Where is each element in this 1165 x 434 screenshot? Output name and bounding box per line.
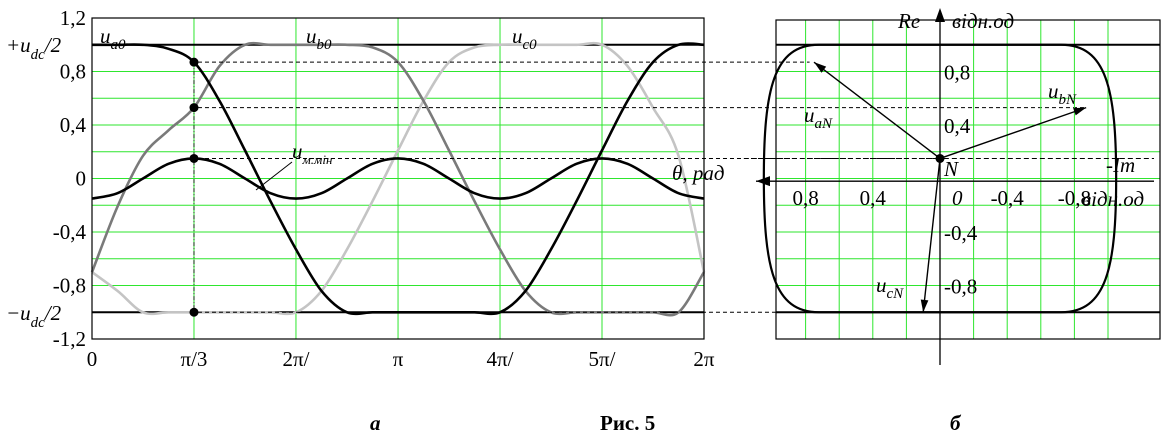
series-label-uc0: uc0	[512, 24, 537, 53]
im-axis-label: -Im	[1106, 153, 1135, 177]
re-tick-label: 0,8	[944, 61, 970, 85]
x-tick-label: 5π/	[589, 347, 616, 371]
im-tick-label: -0,4	[991, 186, 1025, 210]
figure-caption: Рис. 5	[600, 411, 655, 434]
vector-arrow-cN	[921, 299, 929, 312]
panel-b-chart: 0,8 0,4 -0,4 -0,80,80,4-0,4-0,8 Re відн.од …	[672, 8, 1160, 434]
y-tick-label: 0,8	[60, 60, 86, 84]
vector-arrow-bN	[1073, 108, 1086, 116]
plus-udc-label: +udc/2	[6, 33, 62, 63]
im-axis-unit: відн.од	[1082, 187, 1144, 211]
series-label-umin-leader	[256, 162, 292, 190]
re-axis-label: Re	[897, 9, 920, 33]
y-tick-label: 0,4	[60, 113, 87, 137]
y-tick-label: 0	[76, 167, 87, 191]
panel-b-label: б	[950, 411, 962, 434]
x-tick-label: 2π/	[282, 347, 309, 371]
vector-label-ubN: ubN	[1048, 79, 1077, 108]
re-tick-label: 0,4	[944, 114, 971, 138]
series-label-ub0: ub0	[306, 24, 332, 53]
marker-dot	[189, 58, 198, 67]
series-label-ua0: ua0	[100, 24, 126, 53]
im-tick-label: 0,4	[860, 186, 887, 210]
marker-dot	[189, 308, 198, 317]
marker-dot	[189, 154, 198, 163]
vector-line-aN	[814, 62, 940, 158]
x-tick-label: 2π	[693, 347, 715, 371]
panel-b-ticks: 0,8 0,4 -0,4 -0,80,80,4-0,4-0,8	[792, 61, 1091, 299]
x-tick-label: π/3	[181, 347, 208, 371]
y-tick-label: -1,2	[53, 327, 86, 351]
theta-label: θ, рад	[672, 161, 724, 185]
y-tick-label: 1,2	[60, 6, 86, 30]
im-tick-label: 0,8	[792, 186, 818, 210]
x-tick-label: π	[393, 347, 404, 371]
marker-dot	[189, 103, 198, 112]
vector-label-ucN: ucN	[876, 273, 904, 302]
origin-label: N	[943, 157, 959, 181]
re-tick-label: -0,8	[944, 275, 977, 299]
panel-a-y-ticks: 1,2 0,8 0,4 0 -0,4 -0,8 -1,2	[53, 6, 87, 351]
panel-a-x-ticks: 0 π/3 2π/π 4π/5π/2π	[87, 347, 715, 371]
panel-a-grid	[92, 18, 704, 339]
panel-a-chart: 1,20,80,40-0,4-0,8-1,2 0 π/3 2π/π 4π/5π/2π …	[6, 6, 715, 434]
y-tick-label: -0,4	[53, 220, 87, 244]
y-tick-label: -0,8	[53, 274, 86, 298]
series-label-umin: uм.мін	[292, 139, 332, 167]
origin-zero: 0	[952, 186, 963, 210]
panel-a-label: а	[370, 411, 381, 434]
re-tick-label: -0,4	[944, 221, 978, 245]
re-axis-unit: відн.од	[952, 9, 1014, 33]
x-tick-label: 0	[87, 347, 98, 371]
x-tick-label: 4π/	[487, 347, 514, 371]
